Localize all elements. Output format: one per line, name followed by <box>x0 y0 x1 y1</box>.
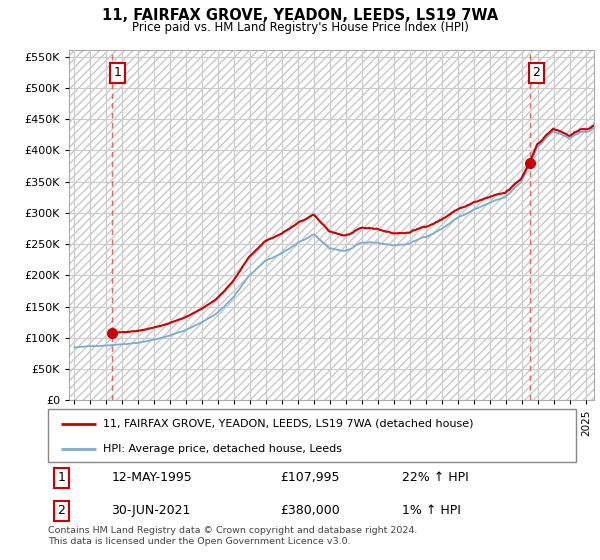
Text: 1: 1 <box>114 66 122 79</box>
Text: 11, FAIRFAX GROVE, YEADON, LEEDS, LS19 7WA: 11, FAIRFAX GROVE, YEADON, LEEDS, LS19 7… <box>102 8 498 24</box>
Text: HPI: Average price, detached house, Leeds: HPI: Average price, detached house, Leed… <box>103 444 343 454</box>
Text: 1% ↑ HPI: 1% ↑ HPI <box>402 504 461 517</box>
FancyBboxPatch shape <box>48 409 576 462</box>
Text: 22% ↑ HPI: 22% ↑ HPI <box>402 471 469 484</box>
Text: 30-JUN-2021: 30-JUN-2021 <box>112 504 191 517</box>
Text: 11, FAIRFAX GROVE, YEADON, LEEDS, LS19 7WA (detached house): 11, FAIRFAX GROVE, YEADON, LEEDS, LS19 7… <box>103 419 474 429</box>
Text: 1: 1 <box>57 471 65 484</box>
Text: Price paid vs. HM Land Registry's House Price Index (HPI): Price paid vs. HM Land Registry's House … <box>131 21 469 34</box>
Text: Contains HM Land Registry data © Crown copyright and database right 2024.
This d: Contains HM Land Registry data © Crown c… <box>48 526 418 546</box>
Text: 2: 2 <box>532 66 540 79</box>
Text: £107,995: £107,995 <box>280 471 340 484</box>
Text: £380,000: £380,000 <box>280 504 340 517</box>
Text: 12-MAY-1995: 12-MAY-1995 <box>112 471 192 484</box>
Text: 2: 2 <box>57 504 65 517</box>
